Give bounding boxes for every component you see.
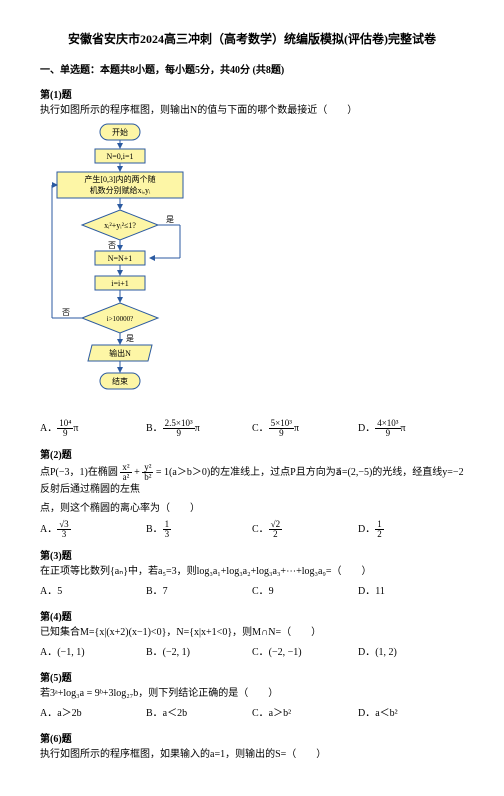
q5-text: 若3ᵃ+log₃a = 9ᵇ+3log₂₇b，则下列结论正确的是（ ）	[40, 686, 464, 701]
q1-opt-C: C．5×10³9π	[252, 419, 358, 438]
page-title: 安徽省安庆市2024高三冲刺（高考数学）统编版模拟(评估卷)完整试卷	[40, 30, 464, 47]
svg-text:N=N+1: N=N+1	[108, 254, 133, 263]
q2-text: 点P(−3，1)在椭圆 x²a² + y²b² = 1(a＞b＞0)的左准线上，…	[40, 463, 464, 497]
svg-text:N=0,i=1: N=0,i=1	[106, 152, 133, 161]
q2-head: 第(2)题	[40, 446, 464, 461]
q2-text3: 点，则这个椭圆的离心率为（ ）	[40, 501, 464, 516]
q2-t1: 点P(−3，1)在椭圆	[40, 467, 118, 478]
flowchart: 开始 N=0,i=1 产生[0,3]内的两个随 机数分别赋给xᵢ,yᵢ xᵢ²+…	[40, 122, 464, 415]
q3-text: 在正项等比数列{aₙ}中，若a₅=3，则log₃a₁+log₃a₂+log₃a₃…	[40, 564, 464, 579]
q2-plus: +	[134, 467, 140, 478]
q6-head: 第(6)题	[40, 730, 464, 745]
svg-text:结束: 结束	[112, 376, 128, 386]
q4-opt-A: A．(−1, 1)	[40, 644, 146, 661]
q1-opt-A: A．10⁴9π	[40, 419, 146, 438]
svg-text:产生[0,3]内的两个随: 产生[0,3]内的两个随	[84, 174, 155, 184]
q5-opt-C: C．a＞b²	[252, 705, 358, 722]
svg-text:xᵢ²+yᵢ²≤1?: xᵢ²+yᵢ²≤1?	[104, 221, 136, 230]
q5-opt-A: A．a＞2b	[40, 705, 146, 722]
q2-options: A．√33 B．13 C．√22 D．12	[40, 520, 464, 539]
q3-opt-B: B．7	[146, 583, 252, 600]
q6-text: 执行如图所示的程序框图，如果输入的a=1，则输出的S=（ ）	[40, 747, 464, 762]
q3-opt-A: A．5	[40, 583, 146, 600]
q4-text: 已知集合M={x|(x+2)(x−1)<0}，N={x|x+1<0}，则M∩N=…	[40, 625, 464, 640]
q1-head: 第(1)题	[40, 86, 464, 101]
q2-opt-C: C．√22	[252, 520, 358, 539]
section-header: 一、单选题：本题共8小题，每小题5分，共40分 (共8题)	[40, 61, 464, 76]
q1-text: 执行如图所示的程序框图，则输出N的值与下面的哪个数最接近（ ）	[40, 103, 464, 118]
svg-text:i=i+1: i=i+1	[111, 279, 128, 288]
q1-opt-B: B．2.5×10³9π	[146, 419, 252, 438]
q5-options: A．a＞2b B．a＜2b C．a＞b² D．a＜b²	[40, 705, 464, 722]
q3-head: 第(3)题	[40, 547, 464, 562]
svg-text:否: 否	[108, 241, 116, 250]
svg-text:机数分别赋给xᵢ,yᵢ: 机数分别赋给xᵢ,yᵢ	[90, 185, 151, 195]
q4-opt-D: D．(1, 2)	[358, 644, 464, 661]
q1-options: A．10⁴9π B．2.5×10³9π C．5×10³9π D．4×10³9π	[40, 419, 464, 438]
flowchart-svg: 开始 N=0,i=1 产生[0,3]内的两个随 机数分别赋给xᵢ,yᵢ xᵢ²+…	[40, 122, 220, 412]
q5-opt-D: D．a＜b²	[358, 705, 464, 722]
q2-opt-A: A．√33	[40, 520, 146, 539]
q2-opt-D: D．12	[358, 520, 464, 539]
q4-options: A．(−1, 1) B．(−2, 1) C．(−2, −1) D．(1, 2)	[40, 644, 464, 661]
q4-opt-B: B．(−2, 1)	[146, 644, 252, 661]
svg-text:输出N: 输出N	[109, 348, 131, 358]
q3-options: A．5 B．7 C．9 D．11	[40, 583, 464, 600]
q3-opt-D: D．11	[358, 583, 464, 600]
q2-opt-B: B．13	[146, 520, 252, 539]
q4-opt-C: C．(−2, −1)	[252, 644, 358, 661]
svg-text:是: 是	[166, 215, 174, 224]
svg-text:是: 是	[126, 334, 134, 343]
q4-head: 第(4)题	[40, 608, 464, 623]
q1-opt-D: D．4×10³9π	[358, 419, 464, 438]
svg-text:i>10000?: i>10000?	[107, 315, 134, 323]
svg-text:开始: 开始	[112, 127, 128, 137]
svg-text:否: 否	[62, 308, 70, 317]
q3-opt-C: C．9	[252, 583, 358, 600]
q5-head: 第(5)题	[40, 669, 464, 684]
q5-opt-B: B．a＜2b	[146, 705, 252, 722]
